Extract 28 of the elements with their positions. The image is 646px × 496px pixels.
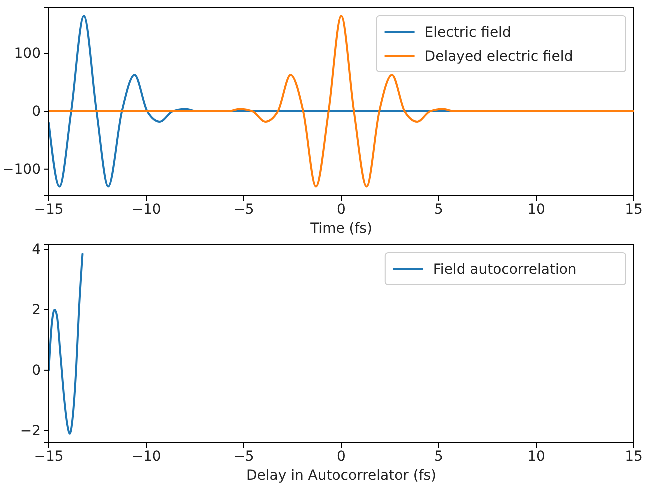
x-axis-title: Delay in Autocorrelator (fs) [246,468,437,484]
x-tick-label: 0 [337,202,346,218]
x-tick-label: 5 [434,448,444,465]
y-tick-label: −100 [2,162,41,178]
x-tick-label: 15 [625,448,643,465]
x-tick-label: 10 [528,448,546,465]
x-tick-label: −10 [132,448,162,465]
legend-label: Electric field [424,25,512,41]
x-tick-label: −15 [34,448,64,465]
x-tick-label: −10 [132,202,162,218]
x-tick-label: 15 [625,202,643,218]
line-series [49,253,84,435]
y-tick-label: 2 [32,302,41,318]
x-tick-label: −5 [234,448,254,465]
x-tick-label: 5 [434,202,444,218]
y-tick-label: 4 [32,242,42,258]
legend-label: Field autocorrelation [433,262,577,278]
x-tick-label: −15 [34,202,64,218]
x-tick-label: 10 [528,202,546,218]
line-series [49,15,634,188]
y-tick-label: 0 [32,362,41,379]
y-tick-label: 0 [32,104,41,120]
x-tick-label: 0 [337,448,346,465]
legend-label: Delayed electric field [424,49,574,65]
x-axis-title: Time (fs) [310,221,372,237]
y-tick-label: 100 [14,46,41,62]
x-tick-label: −5 [234,202,254,218]
y-tick-label: −2 [20,423,41,440]
